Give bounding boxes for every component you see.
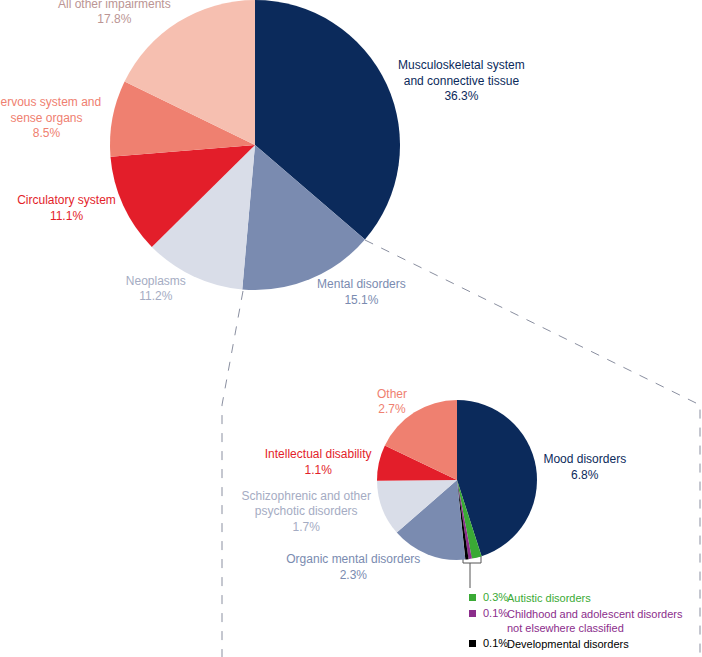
- svg-text:Neoplasms11.2%: Neoplasms11.2%: [126, 274, 186, 304]
- svg-text:Musculoskeletal systemand conn: Musculoskeletal systemand connective tis…: [398, 58, 525, 103]
- svg-text:Mood disorders6.8%: Mood disorders6.8%: [543, 452, 626, 482]
- svg-text:Childhood and adolescent disor: Childhood and adolescent disordersnot el…: [507, 608, 683, 634]
- svg-text:All other impairments17.8%: All other impairments17.8%: [58, 0, 171, 26]
- svg-text:0.3%: 0.3%: [483, 591, 508, 603]
- svg-text:Autistic disorders: Autistic disorders: [507, 592, 591, 604]
- svg-text:Other2.7%: Other2.7%: [377, 387, 407, 417]
- svg-text:Nervous system andsense organs: Nervous system andsense organs8.5%: [0, 95, 101, 140]
- svg-text:Circulatory system11.1%: Circulatory system11.1%: [17, 193, 116, 223]
- svg-text:Developmental disorders: Developmental disorders: [507, 638, 629, 650]
- svg-text:Intellectual disability1.1%: Intellectual disability1.1%: [265, 447, 372, 477]
- svg-text:Mental disorders15.1%: Mental disorders15.1%: [317, 277, 406, 307]
- svg-text:0.1%: 0.1%: [483, 637, 508, 649]
- svg-text:Organic mental disorders2.3%: Organic mental disorders2.3%: [286, 552, 420, 582]
- svg-text:0.1%: 0.1%: [483, 607, 508, 619]
- svg-text:Schizophrenic and otherpsychot: Schizophrenic and otherpsychotic disorde…: [242, 489, 371, 534]
